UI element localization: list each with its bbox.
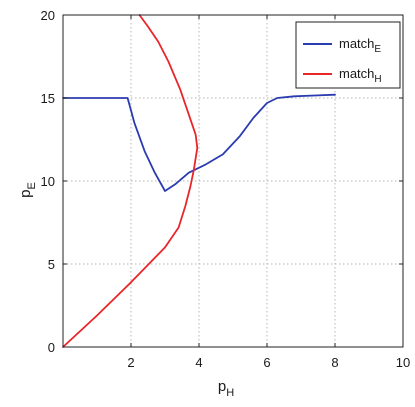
y-tick-label: 15 [41, 91, 55, 106]
x-axis-label: pH [218, 378, 234, 399]
legend: matchE matchH [295, 21, 401, 89]
y-tick-label: 20 [41, 8, 55, 23]
ticks: 2 4 6 8 10 0 5 10 15 20 [41, 8, 411, 370]
series-line-match-h [62, 14, 199, 348]
x-tick-label: 6 [263, 355, 270, 370]
series-line-match-e [62, 93, 336, 192]
x-tick-label: 4 [195, 355, 202, 370]
x-tick-label: 2 [127, 355, 134, 370]
y-tick-label: 0 [48, 340, 55, 355]
y-tick-label: 5 [48, 257, 55, 272]
x-tick-label: 10 [396, 355, 410, 370]
legend-label-match-e: matchE [339, 36, 381, 55]
legend-box [295, 21, 401, 89]
legend-label-match-h: matchH [339, 66, 382, 85]
y-tick-label: 10 [41, 174, 55, 189]
series-layer [62, 14, 336, 348]
y-axis-label: pE [17, 182, 38, 198]
x-tick-label: 8 [331, 355, 338, 370]
